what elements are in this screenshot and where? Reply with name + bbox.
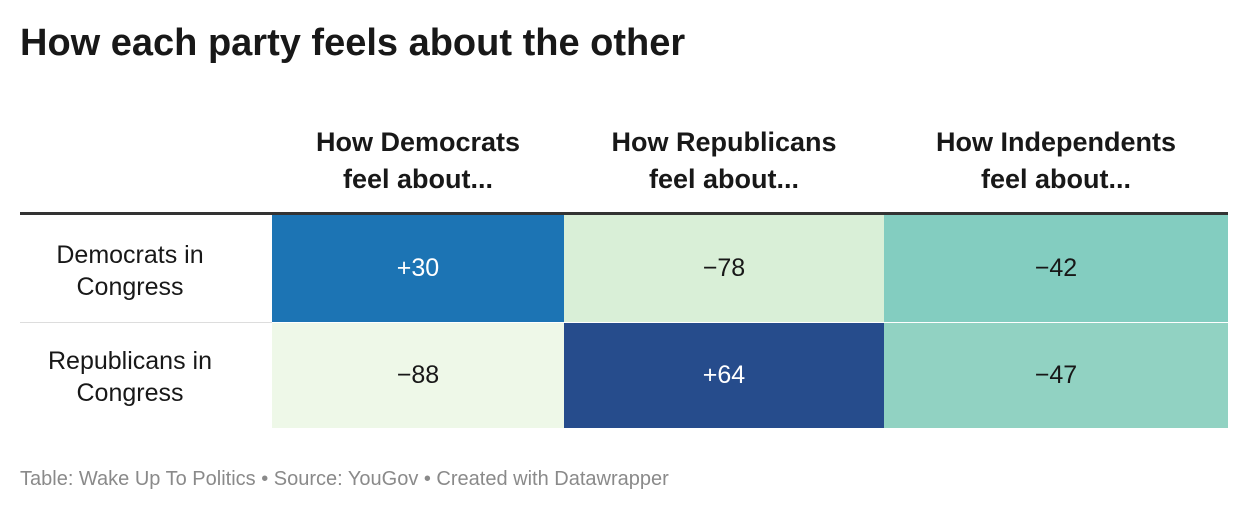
row-label-line: Congress: [76, 379, 184, 407]
row-label-line: Democrats in: [56, 241, 204, 269]
footer-credits: Table: Wake Up To Politics • Source: You…: [20, 468, 669, 490]
table-cell: −88: [272, 323, 564, 428]
column-header-republicans: How Republicans feel about...: [564, 124, 884, 198]
header-line: How Democrats: [315, 127, 521, 157]
column-header-democrats: How Democrats feel about...: [272, 124, 564, 198]
table-cell: −78: [564, 215, 884, 322]
table-cell: +64: [564, 323, 884, 428]
header-divider: [20, 212, 1228, 215]
header-line: How Republicans: [611, 127, 837, 157]
row-label-line: Republicans in: [48, 347, 212, 375]
table-cell: −42: [884, 215, 1228, 322]
column-header-independents: How Independents feel about...: [884, 124, 1228, 198]
row-label-line: Congress: [76, 273, 184, 301]
header-line: How Independents: [935, 127, 1176, 157]
table-cell: +30: [272, 215, 564, 322]
row-divider: [20, 322, 272, 323]
header-line: feel about...: [342, 164, 494, 194]
row-label-democrats: Democrats in Congress: [20, 239, 240, 303]
chart-title: How each party feels about the other: [20, 22, 686, 64]
header-line: feel about...: [648, 164, 800, 194]
row-label-republicans: Republicans in Congress: [20, 345, 240, 409]
header-line: feel about...: [980, 164, 1132, 194]
table-cell: −47: [884, 323, 1228, 428]
